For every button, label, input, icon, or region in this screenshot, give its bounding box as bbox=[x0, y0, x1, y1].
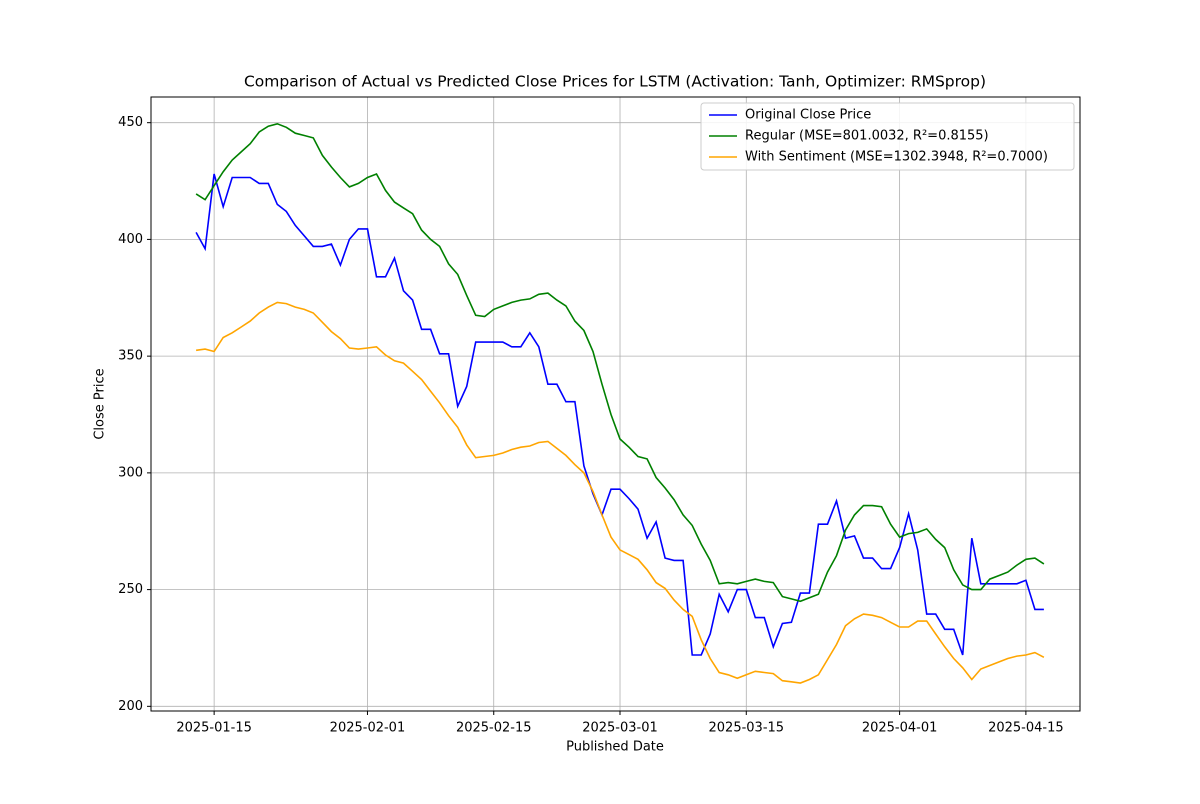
y-tick-label: 400 bbox=[118, 232, 143, 247]
legend-box bbox=[700, 102, 1075, 171]
x-tick-label: 2025-04-15 bbox=[988, 721, 1064, 736]
y-tick-label: 200 bbox=[118, 699, 143, 714]
x-tick-label: 2025-03-01 bbox=[582, 721, 658, 736]
x-tick-label: 2025-04-01 bbox=[862, 721, 938, 736]
x-tick-label: 2025-01-15 bbox=[176, 721, 252, 736]
x-axis-label: Published Date bbox=[566, 740, 664, 755]
y-axis-label: Close Price bbox=[93, 368, 108, 439]
plot-frame bbox=[150, 96, 1081, 712]
series-line bbox=[195, 301, 1045, 684]
x-tick-label: 2025-03-15 bbox=[709, 721, 785, 736]
legend-label: With Sentiment (MSE=1302.3948, R²=0.7000… bbox=[745, 150, 1048, 165]
y-tick-label: 250 bbox=[118, 582, 143, 597]
legend-label: Original Close Price bbox=[745, 108, 871, 123]
x-tick-label: 2025-02-15 bbox=[456, 721, 532, 736]
y-tick-label: 300 bbox=[118, 465, 143, 480]
y-tick-label: 350 bbox=[118, 349, 143, 364]
series-line bbox=[195, 122, 1045, 603]
chart-title: Comparison of Actual vs Predicted Close … bbox=[244, 73, 986, 91]
legend-label: Regular (MSE=801.0032, R²=0.8155) bbox=[745, 129, 989, 144]
y-tick-label: 450 bbox=[118, 115, 143, 130]
x-tick-label: 2025-02-01 bbox=[330, 721, 406, 736]
